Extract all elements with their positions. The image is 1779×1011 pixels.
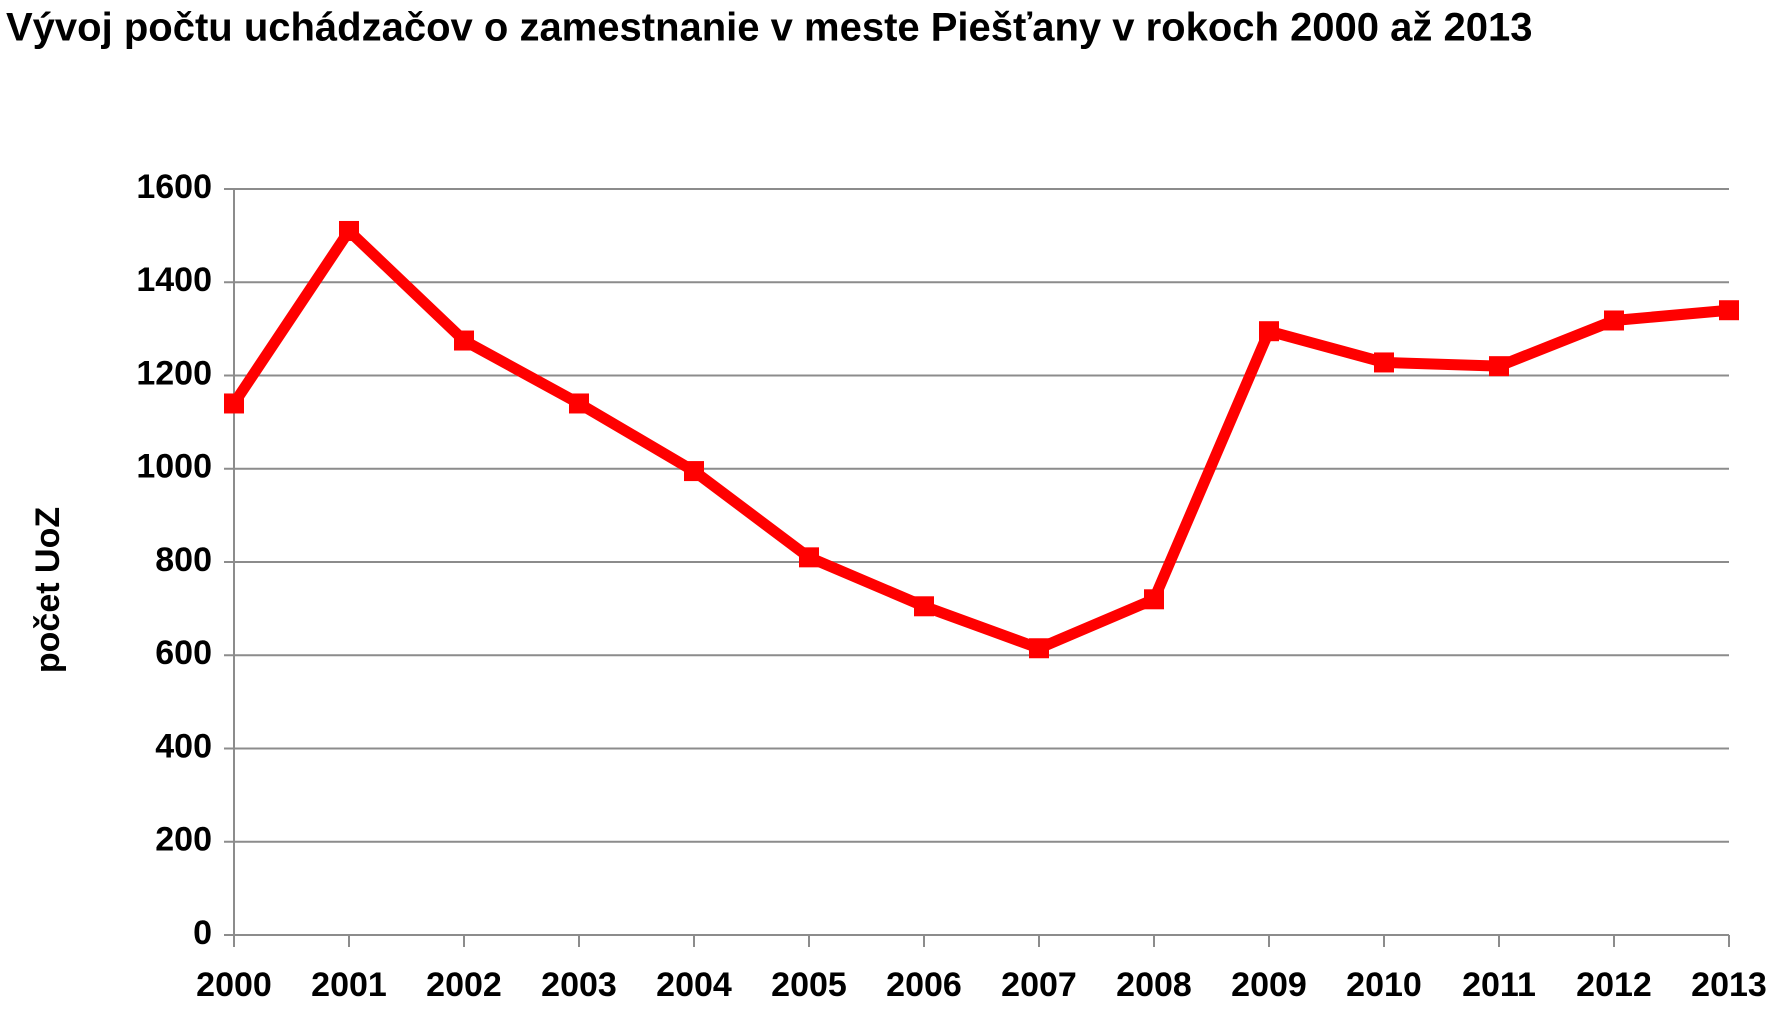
marker — [454, 330, 474, 351]
x-tick-label: 2003 — [541, 966, 617, 1004]
x-tick-label: 2004 — [656, 966, 732, 1004]
line — [229, 225, 1730, 654]
chart-title: Vývoj počtu uchádzačov o zamestnanie v m… — [6, 6, 1533, 50]
y-tick-label: 600 — [155, 634, 212, 672]
y-tick-label: 1600 — [136, 168, 212, 206]
y-axis-label: počet UoZ — [29, 507, 67, 673]
x-tick-label: 2012 — [1576, 966, 1652, 1004]
marker — [1144, 589, 1164, 610]
x-tick-label: 2000 — [196, 966, 272, 1004]
x-tick-label: 2008 — [1116, 966, 1192, 1004]
y-tick-label: 200 — [155, 821, 212, 859]
marker — [569, 393, 589, 414]
marker — [914, 596, 934, 617]
y-tick-label: 400 — [155, 727, 212, 765]
x-tick-label: 2006 — [886, 966, 962, 1004]
marker — [339, 220, 359, 241]
marker — [799, 547, 819, 568]
marker — [1489, 356, 1509, 377]
x-tick-label: 2011 — [1462, 966, 1536, 1004]
x-tick-label: 2010 — [1346, 966, 1422, 1004]
marker — [1029, 638, 1049, 659]
marker — [684, 461, 704, 482]
y-tick-label: 1000 — [136, 448, 212, 486]
marker — [1604, 310, 1624, 331]
x-tick-label: 2005 — [771, 966, 847, 1004]
y-tick-label: 800 — [155, 541, 212, 579]
x-tick-label: 2009 — [1231, 966, 1307, 1004]
x-tick-label: 2013 — [1691, 966, 1767, 1004]
y-tick-label: 0 — [193, 914, 212, 952]
y-tick-label: 1400 — [136, 261, 212, 299]
x-tick-label: 2007 — [1001, 966, 1077, 1004]
marker — [1259, 321, 1279, 342]
marker — [1374, 352, 1394, 373]
y-tick-label: 1200 — [136, 354, 212, 392]
x-tick-label: 2002 — [426, 966, 502, 1004]
marker — [1719, 300, 1739, 321]
marker — [224, 393, 244, 414]
x-tick-label: 2001 — [311, 966, 387, 1004]
